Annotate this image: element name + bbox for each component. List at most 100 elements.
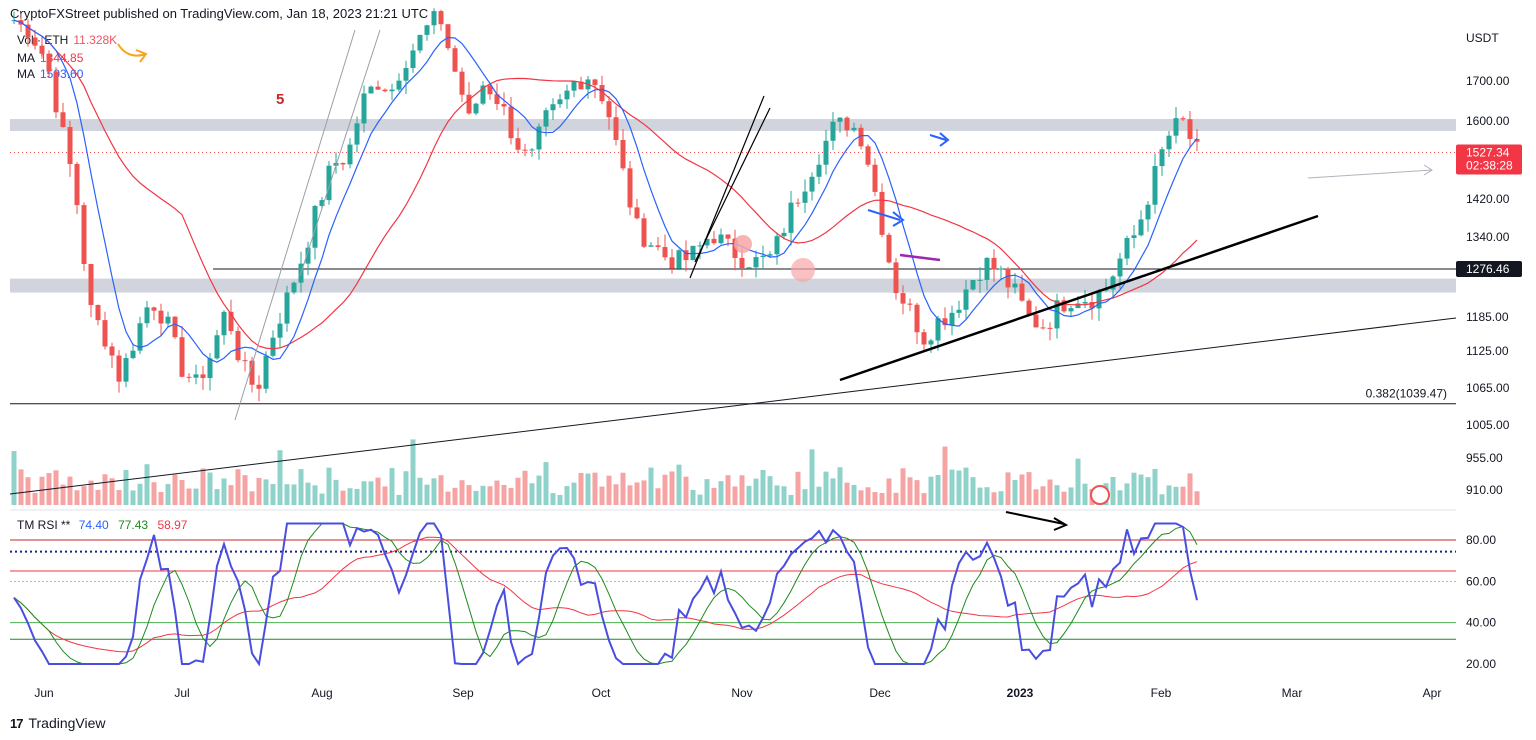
candle-body — [1040, 327, 1046, 329]
time-tick-label: 2023 — [1007, 686, 1034, 700]
volume-bar — [1033, 489, 1039, 505]
volume-bar — [599, 486, 605, 505]
current-price-badge — [1456, 144, 1522, 175]
volume-bar — [32, 492, 38, 505]
candle-body — [473, 103, 479, 114]
volume-bar — [102, 474, 108, 505]
legend-ma-slow-label: MA — [17, 51, 35, 65]
legend-rsi-label: TM RSI ** — [17, 518, 71, 532]
candle-body — [935, 318, 941, 341]
footer: 17 TradingView — [10, 715, 106, 731]
wave-label: 5 — [276, 91, 284, 108]
candle-body — [767, 254, 773, 256]
candle-body — [1166, 135, 1172, 150]
volume-bar — [109, 478, 115, 505]
candle-body — [963, 289, 969, 310]
price-tick-label: 1600.00 — [1466, 114, 1510, 128]
volume-bar — [11, 451, 17, 505]
volume-bar — [921, 493, 927, 505]
volume-bar — [1110, 477, 1116, 505]
candle-body — [459, 71, 465, 95]
volume-bar — [1173, 486, 1179, 505]
time-tick-label: Oct — [592, 686, 611, 700]
candle-body — [662, 247, 668, 258]
volume-bar — [417, 477, 423, 505]
candle-body — [32, 37, 38, 46]
volume-bar — [613, 484, 619, 505]
time-tick-label: Feb — [1151, 686, 1172, 700]
candle-body — [704, 238, 710, 246]
candle-body — [200, 374, 206, 379]
marker-circle — [791, 258, 815, 282]
volume-bar — [74, 490, 80, 505]
volume-bar — [648, 467, 654, 505]
candle-body — [529, 149, 535, 151]
candle-body — [613, 117, 619, 140]
candle-body — [858, 127, 864, 147]
candle-body — [354, 123, 360, 145]
candle-body — [893, 262, 899, 294]
candle-body — [669, 257, 675, 269]
volume-bar — [991, 492, 997, 505]
volume-bar — [459, 480, 465, 505]
candle-body — [522, 149, 528, 151]
volume-bar — [235, 469, 241, 505]
volume-bar — [886, 478, 892, 505]
volume-bar — [53, 470, 59, 505]
volume-bar — [683, 476, 689, 505]
channel-line-b — [694, 107, 771, 263]
volume-bar — [1061, 491, 1067, 505]
candle-body — [277, 323, 283, 338]
candle-body — [1152, 166, 1158, 205]
candle-body — [193, 374, 199, 378]
candle-body — [886, 234, 892, 263]
volume-bar — [998, 491, 1004, 505]
volume-bar — [445, 491, 451, 505]
volume-bar — [1068, 487, 1074, 505]
candle-body — [88, 264, 94, 305]
candle-body — [900, 293, 906, 304]
candle-body — [1075, 303, 1081, 309]
legend-rsi-v3: 58.97 — [157, 518, 188, 532]
candle-body — [907, 303, 913, 305]
candle-body — [312, 205, 318, 248]
rsi-tick-label: 40.00 — [1466, 616, 1496, 630]
volume-bar — [1054, 485, 1060, 505]
candle-body — [942, 318, 948, 326]
volume-bar — [578, 472, 584, 505]
fib-label: 0.382(1039.47) — [1366, 387, 1447, 401]
volume-bar — [725, 475, 731, 505]
volume-bar — [571, 482, 577, 505]
volume-bar — [718, 481, 724, 505]
volume-bar — [347, 488, 353, 505]
candle-body — [1117, 258, 1123, 277]
time-tick-label: Jun — [34, 686, 53, 700]
volume-bar — [704, 479, 710, 505]
volume-bar — [368, 481, 374, 505]
candle-body — [1173, 118, 1179, 136]
tradingview-logo-icon: 17 — [10, 715, 24, 731]
candle-body — [151, 307, 157, 311]
candle-body — [1082, 302, 1088, 304]
volume-bar — [711, 487, 717, 505]
candle-body — [788, 202, 794, 233]
legend-rsi: TM RSI ** 74.40 77.43 58.97 — [17, 518, 187, 532]
price-tick-label: 1185.00 — [1466, 310, 1509, 324]
volume-bar — [697, 494, 703, 505]
candle-body — [81, 205, 87, 265]
volume-bar — [214, 489, 220, 505]
volume-bar — [326, 467, 332, 505]
candle-body — [1194, 138, 1200, 142]
volume-bar — [431, 478, 437, 505]
candle-body — [284, 292, 290, 324]
volume-bar — [977, 487, 983, 505]
rsi-pane — [10, 522, 1456, 667]
volume-bar — [501, 484, 507, 505]
volume-bar — [249, 491, 255, 505]
volume-bar — [1082, 483, 1088, 505]
candle-body — [627, 168, 633, 208]
candle-body — [109, 346, 115, 356]
candle-body — [368, 86, 374, 94]
rsi-tick-label: 80.00 — [1466, 533, 1496, 547]
